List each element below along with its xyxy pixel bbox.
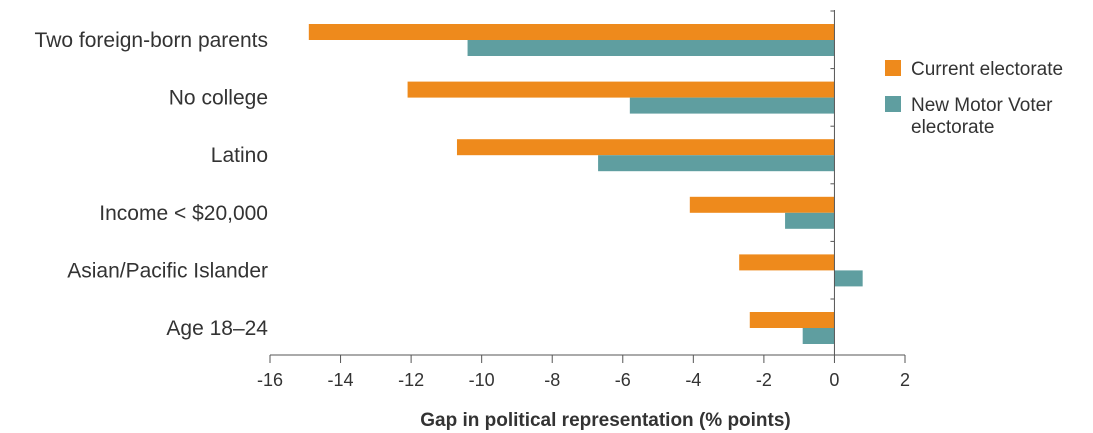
x-tick-label: -4 — [685, 370, 701, 390]
bar-new-motor-voter-1 — [629, 97, 835, 114]
legend-label: electorate — [911, 117, 994, 138]
x-tick-label: 0 — [829, 370, 839, 390]
x-tick-label: -14 — [328, 370, 354, 390]
x-tick-label: -8 — [544, 370, 560, 390]
x-tick-label: -6 — [615, 370, 631, 390]
bar-new-motor-voter-4 — [834, 270, 863, 287]
legend-swatch — [885, 60, 901, 76]
bar-current-2 — [456, 139, 835, 156]
x-tick-label: -12 — [398, 370, 424, 390]
category-label: No college — [169, 87, 268, 110]
legend-swatch — [885, 96, 901, 112]
category-labels: Two foreign-born parents No college Latino… — [35, 29, 269, 340]
bar-current-5 — [749, 312, 835, 328]
bar-current-4 — [739, 254, 835, 271]
legend-label: Current electorate — [911, 59, 1063, 80]
bar-new-motor-voter-0 — [467, 40, 835, 56]
x-tick-label: -2 — [756, 370, 772, 390]
x-tick-label: 2 — [900, 370, 910, 390]
bar-new-motor-voter-3 — [785, 212, 835, 229]
category-label: Asian/Pacific Islander — [67, 259, 268, 282]
x-axis-label: Gap in political representation (% point… — [420, 410, 791, 431]
category-label: Income < $20,000 — [99, 202, 268, 225]
legend: Current electorate New Motor Voterelector… — [885, 59, 1063, 138]
x-tick-label: -10 — [469, 370, 495, 390]
legend-label: New Motor Voter — [911, 95, 1053, 116]
category-label: Latino — [211, 144, 268, 167]
bar-current-3 — [689, 196, 835, 213]
bar-new-motor-voter-5 — [802, 328, 835, 344]
bar-current-0 — [308, 24, 835, 40]
bars-group — [308, 24, 863, 344]
category-label: Age 18–24 — [166, 317, 268, 340]
bar-new-motor-voter-2 — [598, 155, 835, 172]
bar-current-1 — [407, 81, 835, 98]
x-tick-label: -16 — [257, 370, 283, 390]
x-axis: -16 -14 -12 -10 -8 -6 -4 -2 0 2 — [257, 354, 910, 390]
category-label: Two foreign-born parents — [35, 29, 268, 52]
zero-axis — [830, 10, 835, 356]
